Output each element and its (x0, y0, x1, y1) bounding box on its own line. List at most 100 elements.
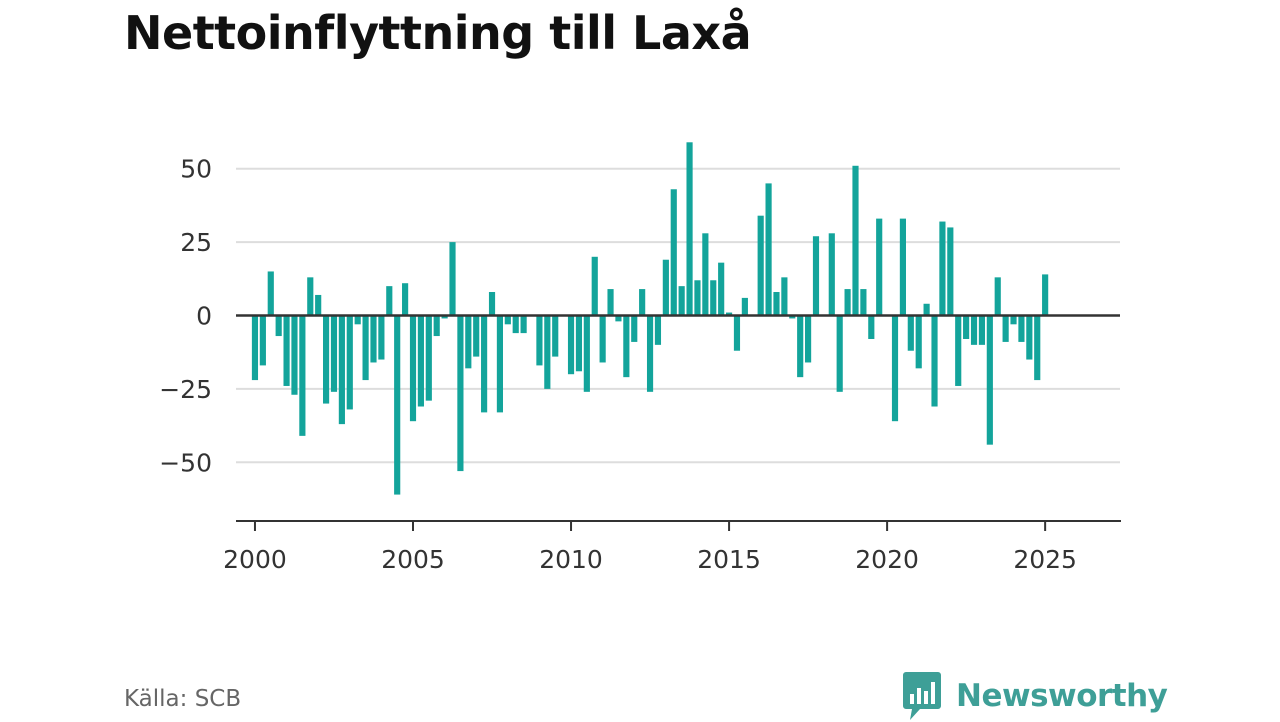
brand-logo: Newsworthy (902, 670, 1168, 722)
bar (631, 315, 638, 342)
bar (955, 315, 962, 386)
bar (473, 315, 480, 357)
bar (315, 294, 322, 316)
bar (662, 259, 669, 316)
bar (876, 218, 883, 316)
bar (994, 277, 1001, 316)
bar (544, 315, 551, 389)
x-tick-label: 2010 (539, 545, 603, 574)
bar (694, 280, 701, 316)
y-tick-label: 0 (196, 302, 212, 331)
bar (291, 315, 298, 395)
bar (852, 165, 859, 316)
bar (520, 315, 527, 334)
bar (781, 277, 788, 316)
bar (299, 315, 306, 436)
bar (307, 277, 314, 316)
bar (1026, 315, 1033, 360)
bar (409, 315, 417, 422)
bar (702, 233, 709, 316)
bar (567, 315, 575, 375)
bar (797, 315, 804, 378)
bar (765, 183, 772, 316)
bar (907, 315, 914, 351)
x-tick-label: 2020 (855, 545, 919, 574)
bar (275, 315, 282, 337)
bar (591, 256, 598, 316)
bar (378, 315, 385, 360)
bar (773, 292, 780, 316)
bar (512, 315, 519, 334)
bar-chart-speech-bubble-icon (903, 672, 941, 720)
bar (978, 315, 986, 345)
bar (504, 315, 511, 325)
chart-title: Nettoinflyttning till Laxå (124, 6, 752, 60)
bar (417, 315, 424, 407)
bar (536, 315, 543, 366)
bar (733, 315, 741, 351)
bar (654, 315, 662, 345)
bar (931, 315, 938, 407)
bar (868, 315, 875, 339)
bar (939, 221, 946, 316)
bar (670, 189, 677, 316)
bar (283, 315, 290, 386)
bar (623, 315, 630, 378)
bar (1018, 315, 1025, 342)
bar (615, 315, 622, 322)
axes (236, 314, 1121, 531)
bar (323, 315, 330, 404)
bar (346, 315, 353, 410)
bar (805, 315, 812, 363)
bar (844, 289, 851, 316)
bar (386, 286, 393, 316)
bar (828, 233, 835, 316)
bars (251, 142, 1049, 495)
bar (441, 315, 448, 319)
bar (267, 271, 274, 316)
bar (425, 315, 432, 401)
bar (686, 142, 693, 316)
bar (757, 215, 764, 316)
tick-labels: 50 25 0 −25 −50 2000 2005 2010 2015 2020 2025 (159, 155, 1077, 574)
bar (947, 227, 954, 316)
bar (481, 315, 488, 413)
bar (646, 315, 654, 392)
bar (496, 315, 503, 413)
bar (259, 315, 266, 366)
x-tick-label: 2015 (697, 545, 761, 574)
bar (1010, 315, 1017, 325)
bar (251, 315, 259, 381)
bar (488, 292, 496, 316)
bar (338, 315, 345, 425)
bar (899, 218, 906, 316)
bar (354, 315, 361, 325)
bar (710, 280, 717, 316)
bar (370, 315, 377, 363)
bar (860, 289, 867, 316)
x-tick-label: 2000 (223, 545, 287, 574)
y-tick-label: −25 (159, 375, 212, 404)
bar (607, 289, 614, 316)
bar (923, 303, 930, 316)
grid-lines (236, 167, 1120, 464)
bar (1034, 315, 1041, 381)
x-tick-label: 2025 (1013, 545, 1077, 574)
bar (812, 236, 820, 316)
bar (970, 315, 978, 345)
bar (433, 315, 440, 337)
bar (465, 315, 472, 369)
bar (725, 312, 733, 316)
x-tick-label: 2005 (381, 545, 445, 574)
bar (986, 315, 993, 445)
bar (639, 289, 646, 316)
y-tick-label: −50 (159, 448, 212, 477)
bar (449, 242, 456, 316)
y-tick-label: 25 (180, 228, 212, 257)
bar (718, 262, 725, 316)
bar (457, 315, 464, 472)
bar (891, 315, 899, 422)
bar (599, 315, 606, 363)
bar (741, 297, 748, 316)
